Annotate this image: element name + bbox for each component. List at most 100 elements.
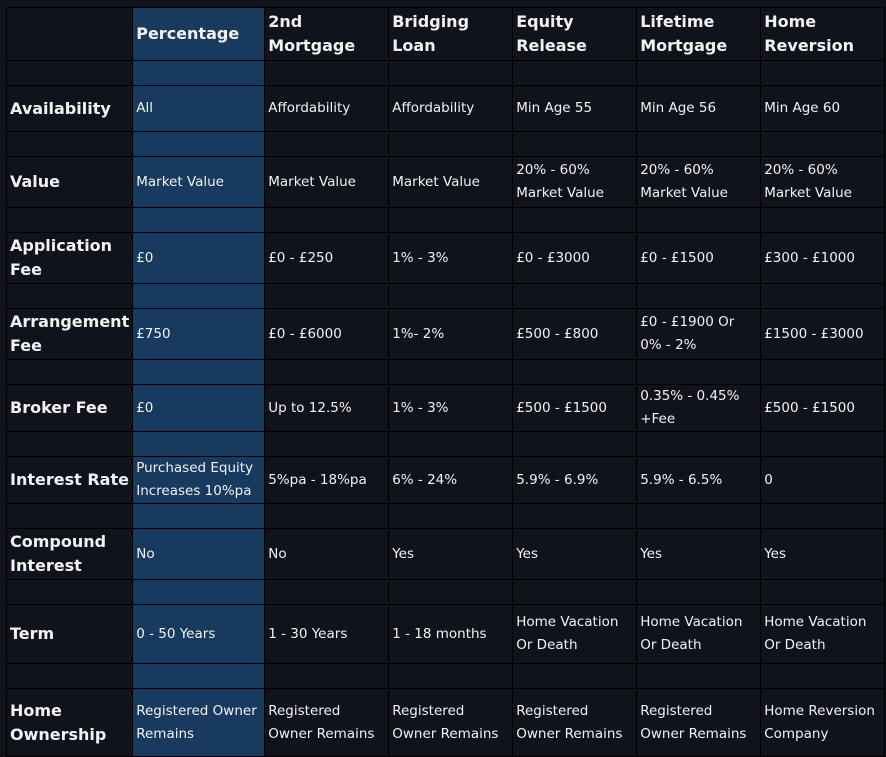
row-header: Application Fee bbox=[5, 232, 134, 284]
table-cell: 1% - 3% bbox=[388, 232, 514, 284]
table-cell: £500 - £1500 bbox=[760, 384, 886, 432]
table-cell: 1 - 18 months bbox=[388, 604, 514, 664]
row-header: Broker Fee bbox=[5, 384, 134, 432]
row-header: Term bbox=[5, 604, 134, 664]
spacer-row bbox=[5, 503, 886, 529]
column-header: Percentage bbox=[132, 7, 266, 61]
spacer-cell bbox=[388, 579, 514, 605]
table-cell: £0 - £3000 bbox=[512, 232, 638, 284]
table-cell: £1500 - £3000 bbox=[760, 308, 886, 360]
table-cell: Yes bbox=[388, 528, 514, 580]
spacer-cell bbox=[132, 60, 266, 86]
spacer-cell bbox=[636, 131, 762, 157]
table-cell: 1%- 2% bbox=[388, 308, 514, 360]
spacer-cell bbox=[5, 207, 134, 233]
spacer-cell bbox=[388, 60, 514, 86]
spacer-cell bbox=[388, 359, 514, 385]
spacer-row bbox=[5, 207, 886, 233]
spacer-cell bbox=[388, 503, 514, 529]
spacer-cell bbox=[388, 283, 514, 309]
spacer-cell bbox=[760, 359, 886, 385]
spacer-cell bbox=[264, 131, 390, 157]
spacer-cell bbox=[388, 663, 514, 689]
table-cell: Min Age 55 bbox=[512, 85, 638, 132]
spacer-cell bbox=[5, 283, 134, 309]
spacer-cell bbox=[760, 579, 886, 605]
column-header: Home Reversion bbox=[760, 7, 886, 61]
table-row: Availability All Affordability Affordabilit… bbox=[5, 85, 886, 132]
spacer-cell bbox=[636, 503, 762, 529]
spacer-cell bbox=[5, 579, 134, 605]
table-cell: 0.35% - 0.45% +Fee bbox=[636, 384, 762, 432]
table-cell: Yes bbox=[760, 528, 886, 580]
table-cell: Affordability bbox=[388, 85, 514, 132]
table-cell: £500 - £1500 bbox=[512, 384, 638, 432]
table-cell: Registered Owner Remains bbox=[636, 688, 762, 757]
table-cell: £0 - £6000 bbox=[264, 308, 390, 360]
table-cell: No bbox=[264, 528, 390, 580]
spacer-cell bbox=[5, 131, 134, 157]
table-cell: 20% - 60% Market Value bbox=[760, 156, 886, 208]
spacer-cell bbox=[264, 359, 390, 385]
table-cell: 5.9% - 6.5% bbox=[636, 456, 762, 504]
table-cell: Home Vacation Or Death bbox=[512, 604, 638, 664]
table-row: Compound Interest No No Yes Yes Yes Yes bbox=[5, 528, 886, 580]
table-cell: 0 bbox=[760, 456, 886, 504]
spacer-cell bbox=[132, 503, 266, 529]
table-cell: No bbox=[132, 528, 266, 580]
spacer-cell bbox=[5, 359, 134, 385]
spacer-cell bbox=[636, 60, 762, 86]
spacer-cell bbox=[760, 60, 886, 86]
spacer-row bbox=[5, 431, 886, 457]
spacer-cell bbox=[636, 207, 762, 233]
table-cell: £0 - £250 bbox=[264, 232, 390, 284]
spacer-row bbox=[5, 663, 886, 689]
table-cell: Registered Owner Remains bbox=[512, 688, 638, 757]
column-header: Bridging Loan bbox=[388, 7, 514, 61]
table-cell: 1% - 3% bbox=[388, 384, 514, 432]
table-cell: 20% - 60% Market Value bbox=[636, 156, 762, 208]
spacer-cell bbox=[5, 663, 134, 689]
column-header: 2nd Mortgage bbox=[264, 7, 390, 61]
spacer-cell bbox=[132, 283, 266, 309]
table-row: Term 0 - 50 Years 1 - 30 Years 1 - 18 month… bbox=[5, 604, 886, 664]
table-cell: Yes bbox=[512, 528, 638, 580]
table-cell: Yes bbox=[636, 528, 762, 580]
spacer-cell bbox=[388, 207, 514, 233]
spacer-cell bbox=[388, 431, 514, 457]
spacer-cell bbox=[132, 207, 266, 233]
spacer-cell bbox=[264, 207, 390, 233]
row-header: Value bbox=[5, 156, 134, 208]
spacer-cell bbox=[5, 60, 134, 86]
spacer-cell bbox=[512, 503, 638, 529]
table-cell: £500 - £800 bbox=[512, 308, 638, 360]
spacer-cell bbox=[512, 579, 638, 605]
row-header: Arrangement Fee bbox=[5, 308, 134, 360]
spacer-cell bbox=[132, 131, 266, 157]
column-header: Equity Release bbox=[512, 7, 638, 61]
spacer-row bbox=[5, 131, 886, 157]
table-cell: £0 bbox=[132, 384, 266, 432]
spacer-cell bbox=[636, 359, 762, 385]
spacer-cell bbox=[264, 431, 390, 457]
table-cell: Min Age 60 bbox=[760, 85, 886, 132]
table-row: Home Ownership Registered Owner Remains Re… bbox=[5, 688, 886, 757]
spacer-cell bbox=[5, 503, 134, 529]
spacer-cell bbox=[760, 663, 886, 689]
table-cell: £0 - £1900 Or 0% - 2% bbox=[636, 308, 762, 360]
column-header: Lifetime Mortgage bbox=[636, 7, 762, 61]
table-cell: Home Vacation Or Death bbox=[760, 604, 886, 664]
spacer-cell bbox=[512, 207, 638, 233]
spacer-cell bbox=[512, 431, 638, 457]
spacer-cell bbox=[132, 663, 266, 689]
table-cell: 5.9% - 6.9% bbox=[512, 456, 638, 504]
table-cell: 5%pa - 18%pa bbox=[264, 456, 390, 504]
row-header: Home Ownership bbox=[5, 688, 134, 757]
table-cell: 0 - 50 Years bbox=[132, 604, 266, 664]
spacer-cell bbox=[760, 431, 886, 457]
spacer-cell bbox=[636, 283, 762, 309]
spacer-cell bbox=[512, 131, 638, 157]
spacer-cell bbox=[264, 60, 390, 86]
spacer-row bbox=[5, 60, 886, 86]
header-row: Percentage 2nd Mortgage Bridging Loan Equit… bbox=[5, 7, 886, 61]
